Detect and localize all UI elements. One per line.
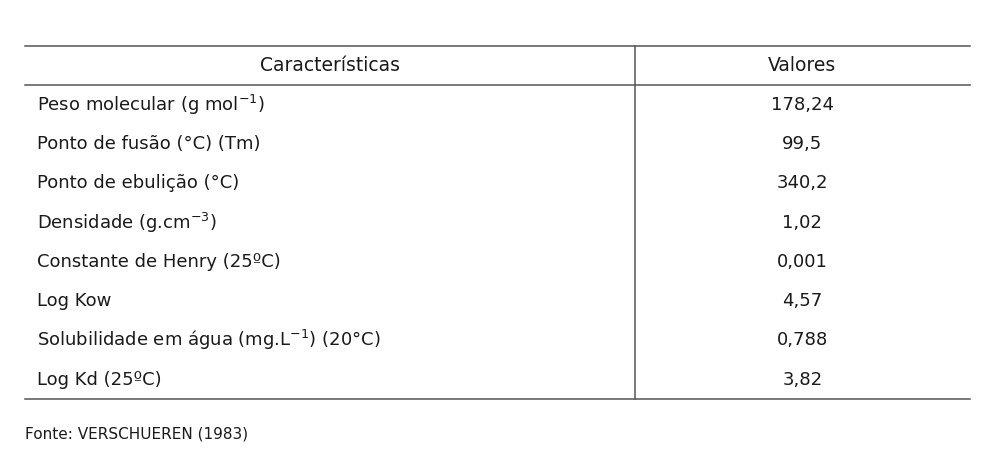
Text: 0,788: 0,788 [776, 331, 827, 349]
Text: Densidade (g.cm$^{-3}$): Densidade (g.cm$^{-3}$) [37, 211, 217, 235]
Text: Fonte: VERSCHUEREN (1983): Fonte: VERSCHUEREN (1983) [25, 426, 248, 441]
Text: Solubilidade em água (mg.L$^{-1}$) (20°C): Solubilidade em água (mg.L$^{-1}$) (20°C… [37, 328, 380, 353]
Text: 340,2: 340,2 [775, 174, 827, 192]
Text: 1,02: 1,02 [781, 213, 821, 232]
Text: Ponto de ebulição (°C): Ponto de ebulição (°C) [37, 174, 239, 192]
Text: 3,82: 3,82 [781, 371, 822, 389]
Text: Ponto de fusão (°C) (Tm): Ponto de fusão (°C) (Tm) [37, 135, 260, 153]
Text: Constante de Henry (25ºC): Constante de Henry (25ºC) [37, 253, 280, 271]
Text: 4,57: 4,57 [781, 292, 822, 310]
Text: 99,5: 99,5 [781, 135, 822, 153]
Text: 178,24: 178,24 [770, 96, 833, 114]
Text: Peso molecular (g mol$^{-1}$): Peso molecular (g mol$^{-1}$) [37, 93, 264, 117]
Text: 0,001: 0,001 [776, 253, 827, 271]
Text: Valores: Valores [767, 56, 836, 75]
Text: Log Kow: Log Kow [37, 292, 111, 310]
Text: Log Kd (25ºC): Log Kd (25ºC) [37, 371, 161, 389]
Text: Características: Características [259, 56, 400, 75]
